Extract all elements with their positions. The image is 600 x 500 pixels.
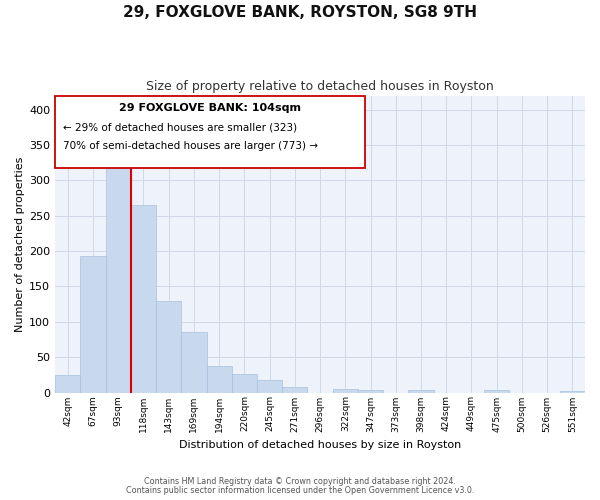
- Bar: [55, 375, 80, 392]
- Bar: [206, 366, 232, 392]
- Text: 29, FOXGLOVE BANK, ROYSTON, SG8 9TH: 29, FOXGLOVE BANK, ROYSTON, SG8 9TH: [123, 5, 477, 20]
- Bar: [232, 374, 257, 392]
- Bar: [282, 387, 307, 392]
- Text: ← 29% of detached houses are smaller (323): ← 29% of detached houses are smaller (32…: [63, 122, 297, 132]
- Bar: [484, 390, 509, 392]
- Bar: [332, 389, 358, 392]
- Text: Contains HM Land Registry data © Crown copyright and database right 2024.: Contains HM Land Registry data © Crown c…: [144, 477, 456, 486]
- Bar: [560, 391, 585, 392]
- Bar: [131, 205, 156, 392]
- Bar: [409, 390, 434, 392]
- Y-axis label: Number of detached properties: Number of detached properties: [15, 156, 25, 332]
- Bar: [80, 256, 106, 392]
- Text: 29 FOXGLOVE BANK: 104sqm: 29 FOXGLOVE BANK: 104sqm: [119, 103, 301, 113]
- Bar: [257, 380, 282, 392]
- Text: 70% of semi-detached houses are larger (773) →: 70% of semi-detached houses are larger (…: [63, 141, 318, 151]
- Bar: [106, 159, 131, 392]
- X-axis label: Distribution of detached houses by size in Royston: Distribution of detached houses by size …: [179, 440, 461, 450]
- Bar: [358, 390, 383, 392]
- Title: Size of property relative to detached houses in Royston: Size of property relative to detached ho…: [146, 80, 494, 93]
- Bar: [156, 300, 181, 392]
- Text: Contains public sector information licensed under the Open Government Licence v3: Contains public sector information licen…: [126, 486, 474, 495]
- Bar: [181, 332, 206, 392]
